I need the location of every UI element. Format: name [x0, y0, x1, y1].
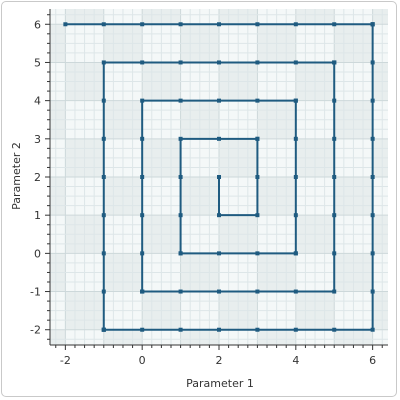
- data-point: [332, 213, 337, 218]
- data-point: [255, 251, 260, 256]
- y-tick-label: 0: [34, 247, 41, 260]
- data-point: [178, 136, 183, 141]
- data-point: [332, 251, 337, 256]
- data-point: [293, 289, 298, 294]
- data-point: [332, 327, 337, 332]
- data-point: [332, 289, 337, 294]
- data-point: [255, 289, 260, 294]
- y-tick-label: 4: [34, 95, 41, 108]
- data-point: [332, 175, 337, 179]
- data-point: [178, 213, 183, 218]
- data-point: [140, 213, 145, 218]
- data-point: [293, 327, 298, 332]
- data-point: [255, 22, 260, 27]
- series-layer: [63, 22, 375, 332]
- x-tick-label: 2: [216, 354, 223, 367]
- x-tick-label: 0: [139, 354, 146, 367]
- data-point: [101, 136, 106, 141]
- data-point: [370, 175, 375, 179]
- y-tick-label: -2: [30, 324, 41, 337]
- background-band: [372, 9, 388, 25]
- data-point: [140, 60, 145, 65]
- data-point: [101, 98, 106, 103]
- data-point: [217, 327, 221, 332]
- data-point: [140, 98, 145, 103]
- data-point: [140, 251, 145, 256]
- data-point: [293, 175, 298, 179]
- data-point: [370, 213, 375, 218]
- data-point: [217, 136, 221, 141]
- data-point: [293, 22, 298, 27]
- y-tick-label: 1: [34, 209, 41, 222]
- data-point: [178, 327, 183, 332]
- data-point: [293, 60, 298, 65]
- x-tick-label: 4: [292, 354, 299, 367]
- data-point: [140, 327, 145, 332]
- y-axis-title: Parameter 2: [10, 142, 23, 210]
- data-point: [255, 136, 260, 141]
- data-point: [293, 251, 298, 256]
- data-point: [101, 175, 106, 179]
- x-axis-title: Parameter 1: [186, 377, 254, 390]
- data-point: [370, 22, 375, 27]
- data-point: [217, 98, 221, 103]
- y-tick-label: -1: [30, 286, 41, 299]
- y-tick-label: 6: [34, 18, 41, 31]
- data-point: [101, 22, 106, 27]
- data-point: [217, 213, 221, 218]
- data-point: [101, 289, 106, 294]
- data-point: [178, 22, 183, 27]
- data-point: [140, 22, 145, 27]
- data-point: [101, 213, 106, 218]
- data-point: [178, 289, 183, 294]
- axes: -2 0 2 4 6 -2 -1 0 1 2 3 4 5 6: [30, 9, 388, 367]
- data-point: [370, 98, 375, 103]
- x-tick-label: -2: [60, 354, 71, 367]
- data-point: [332, 22, 337, 27]
- data-point: [217, 175, 221, 179]
- data-point: [140, 289, 145, 294]
- data-point: [217, 251, 221, 256]
- data-point: [370, 289, 375, 294]
- data-point: [332, 98, 337, 103]
- data-point: [101, 327, 106, 332]
- data-point: [217, 60, 221, 65]
- data-point: [140, 136, 145, 141]
- data-point: [178, 60, 183, 65]
- data-point: [140, 175, 145, 179]
- data-point: [63, 22, 68, 27]
- data-point: [370, 136, 375, 141]
- data-point: [178, 175, 183, 179]
- data-point: [370, 60, 375, 65]
- data-point: [101, 60, 106, 65]
- data-point: [255, 175, 260, 179]
- data-point: [255, 213, 260, 218]
- data-point: [332, 60, 337, 65]
- y-tick-label: 5: [34, 56, 41, 69]
- data-point: [178, 98, 183, 103]
- data-point: [332, 136, 337, 141]
- data-point: [255, 327, 260, 332]
- data-point: [370, 327, 375, 332]
- y-tick-label: 2: [34, 171, 41, 184]
- data-point: [293, 213, 298, 218]
- data-point: [217, 22, 221, 27]
- background-band: [50, 329, 66, 345]
- x-tick-label: 6: [369, 354, 376, 367]
- data-point: [101, 251, 106, 256]
- data-point: [293, 98, 298, 103]
- y-tick-label: 3: [34, 133, 41, 146]
- data-point: [255, 60, 260, 65]
- data-point: [217, 289, 221, 294]
- data-point: [370, 251, 375, 256]
- data-point: [255, 98, 260, 103]
- data-point: [178, 251, 183, 256]
- data-point: [293, 136, 298, 141]
